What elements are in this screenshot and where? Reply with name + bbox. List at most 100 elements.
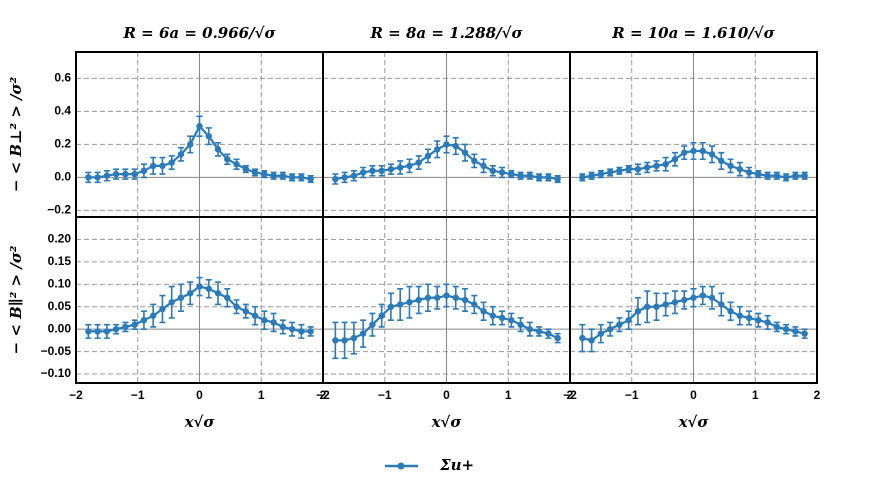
data-point [205,132,212,140]
data-point [187,141,194,148]
x-tick-label: 2 [814,388,821,402]
data-point [85,328,92,335]
x-tick-label: −1 [378,388,392,402]
data-point [681,149,688,156]
data-point [690,147,697,155]
data-point [359,169,367,176]
y-tick-label: 0.6 [54,71,71,85]
data-point [745,169,753,176]
data-point [480,308,487,315]
data-point [177,151,185,158]
data-point [242,165,250,173]
data-point [554,334,561,342]
data-point [461,296,469,304]
data-point [307,175,314,183]
data-point [140,167,148,174]
data-point [270,172,277,179]
data-point [625,316,632,324]
data-point [653,303,660,310]
data-point [251,169,259,176]
data-point [112,170,120,178]
data-point [131,321,138,328]
legend-marker [397,462,405,470]
data-point [708,294,716,301]
data-point [736,165,744,173]
data-point [85,174,92,181]
data-point [369,167,376,174]
data-point [131,170,138,178]
data-point [461,149,469,156]
x-tick-label: −2 [316,388,330,402]
data-point [279,172,287,179]
data-point [233,303,240,310]
x-tick-label: −1 [625,388,639,402]
data-point [671,156,679,163]
data-point [350,334,358,342]
data-point [489,167,497,174]
data-point [424,152,432,160]
x-tick-label: 0 [443,388,450,402]
data-point [545,330,552,337]
data-point [727,162,734,170]
data-point [187,290,194,297]
data-point [792,172,799,179]
x-tick-label: −2 [563,388,577,402]
data-point [764,319,771,326]
data-point [699,292,706,299]
x-tick-label: 2 [567,388,574,402]
data-point [149,312,157,319]
data-point [122,170,129,178]
data-point [452,142,459,150]
data-point [782,174,790,181]
data-point [288,325,296,333]
data-point [434,146,441,153]
data-point [396,301,404,308]
data-point [782,325,790,333]
y-axis-label: − < B∥² > /σ² [7,245,25,354]
data-point [579,334,586,342]
data-point [341,337,348,344]
data-point [727,308,734,315]
data-point [526,172,534,179]
data-point [332,175,339,183]
x-axis-label: x√σ [431,413,463,431]
data-point [396,164,404,171]
data-point [773,172,781,179]
data-point [307,328,314,335]
data-point [554,175,561,183]
y-tick-label: 0.20 [48,232,72,246]
data-point [279,323,287,331]
data-point [508,316,515,324]
data-point [140,316,148,324]
data-point [755,170,762,178]
data-point [471,157,478,165]
y-tick-label: −0.05 [41,344,72,358]
data-point [579,174,586,181]
y-tick-label: −0.2 [47,203,71,217]
data-point [480,162,487,170]
data-point [653,162,660,170]
data-point [588,337,595,344]
data-point [159,162,166,170]
data-point [270,319,277,326]
data-point [443,292,450,299]
data-point [708,151,716,158]
data-point [387,303,395,310]
data-point [690,294,697,301]
data-point [452,294,459,301]
data-point [378,312,385,319]
data-point [122,323,129,331]
data-point [443,141,450,148]
data-point [387,165,395,173]
data-point [773,323,781,331]
y-tick-label: 0.4 [54,104,71,118]
data-point [517,321,524,328]
y-tick-label: 0.05 [48,299,72,313]
data-point [205,285,212,292]
y-tick-label: 0.10 [48,276,72,290]
x-tick-label: 2 [320,388,327,402]
data-point [224,156,231,163]
data-point [792,328,799,335]
data-point [498,169,506,176]
y-tick-label: −0.10 [41,366,72,380]
